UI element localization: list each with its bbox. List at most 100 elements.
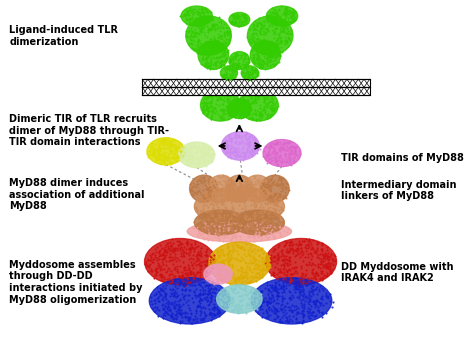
Point: [223, 180, 231, 186]
Point: [273, 200, 281, 206]
Point: [288, 302, 296, 308]
Point: [239, 69, 247, 75]
Point: [253, 60, 261, 66]
Point: [166, 312, 173, 318]
Point: [250, 233, 258, 239]
Point: [257, 26, 264, 32]
Point: [148, 151, 156, 157]
Point: [201, 56, 209, 62]
Point: [194, 48, 201, 54]
Point: [216, 213, 224, 218]
Point: [218, 299, 225, 305]
Point: [318, 251, 326, 257]
Point: [266, 59, 274, 65]
Point: [211, 178, 219, 184]
Point: [255, 93, 263, 99]
Point: [254, 88, 261, 94]
Point: [206, 184, 214, 190]
Point: [248, 178, 256, 183]
Point: [254, 190, 261, 196]
Point: [225, 132, 232, 138]
Point: [230, 21, 238, 27]
Point: [222, 279, 230, 284]
Point: [188, 262, 196, 267]
Point: [233, 221, 240, 227]
Point: [235, 153, 243, 159]
Point: [189, 270, 197, 276]
Point: [171, 273, 179, 279]
Point: [182, 20, 190, 26]
Point: [296, 151, 303, 157]
Point: [219, 197, 226, 203]
Point: [249, 190, 256, 195]
Point: [217, 47, 225, 53]
Point: [219, 50, 227, 56]
Point: [203, 264, 211, 270]
Point: [184, 267, 191, 272]
Ellipse shape: [187, 221, 292, 242]
Point: [221, 231, 228, 237]
Point: [222, 256, 230, 262]
Point: [179, 253, 187, 258]
Point: [259, 264, 266, 270]
Point: [202, 214, 210, 220]
Point: [281, 5, 289, 10]
Point: [228, 136, 235, 141]
Point: [277, 176, 284, 182]
Point: [287, 274, 295, 280]
Point: [186, 246, 194, 252]
Point: [205, 185, 212, 191]
Point: [196, 269, 204, 274]
Point: [234, 106, 241, 111]
Point: [231, 216, 239, 222]
Point: [253, 299, 261, 305]
Point: [232, 222, 239, 228]
Point: [185, 246, 193, 252]
Point: [174, 242, 182, 248]
Point: [294, 309, 301, 315]
Point: [215, 58, 222, 63]
Point: [204, 223, 211, 229]
Point: [291, 289, 299, 295]
Point: [205, 39, 212, 44]
Point: [217, 53, 224, 58]
Point: [210, 234, 217, 240]
Point: [277, 233, 285, 239]
Point: [246, 26, 254, 31]
Point: [292, 312, 300, 317]
Point: [156, 252, 164, 258]
Point: [289, 16, 296, 21]
Point: [271, 191, 279, 197]
Point: [222, 222, 229, 228]
Point: [251, 92, 259, 98]
Point: [241, 221, 248, 226]
Point: [203, 104, 210, 110]
Point: [293, 246, 301, 251]
Point: [279, 277, 287, 282]
Point: [264, 28, 272, 33]
Point: [279, 146, 287, 151]
Point: [236, 16, 244, 22]
Point: [271, 46, 278, 52]
Point: [299, 250, 307, 256]
Point: [230, 149, 238, 155]
Point: [294, 282, 302, 287]
Point: [267, 51, 274, 56]
Point: [257, 48, 265, 54]
Point: [217, 25, 224, 31]
Point: [203, 202, 210, 208]
Point: [216, 289, 224, 295]
Point: [187, 271, 195, 277]
Point: [299, 289, 307, 295]
Point: [253, 177, 260, 183]
Point: [273, 41, 281, 47]
Point: [211, 26, 219, 32]
Point: [247, 288, 255, 293]
Point: [161, 248, 169, 253]
Point: [322, 262, 330, 267]
Point: [250, 52, 258, 57]
Point: [317, 256, 324, 261]
Point: [209, 194, 216, 200]
Point: [270, 229, 278, 235]
Point: [293, 309, 301, 314]
